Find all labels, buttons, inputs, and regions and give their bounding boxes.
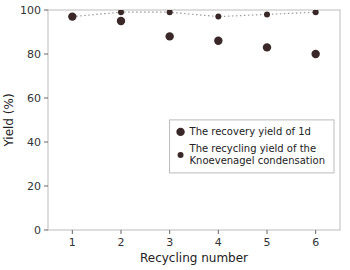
chart-container: 123456020406080100Recycling numberYield … bbox=[0, 0, 350, 270]
legend-label: The recycling yield of theKnoevenagel co… bbox=[189, 143, 325, 166]
data-point bbox=[313, 10, 319, 15]
x-tick-label: 6 bbox=[312, 236, 319, 249]
data-point bbox=[167, 10, 173, 15]
data-point bbox=[311, 50, 319, 58]
plot-marks bbox=[68, 10, 320, 58]
y-tick bbox=[44, 186, 48, 187]
x-tick bbox=[267, 230, 268, 234]
data-point bbox=[264, 11, 270, 17]
data-point bbox=[118, 10, 124, 15]
y-tick-label: 60 bbox=[27, 92, 41, 105]
x-tick-label: 3 bbox=[166, 236, 173, 249]
data-point bbox=[69, 14, 75, 20]
y-tick bbox=[44, 98, 48, 99]
y-tick-label: 20 bbox=[27, 180, 41, 193]
y-tick-label: 80 bbox=[27, 48, 41, 61]
plot-frame bbox=[48, 10, 340, 230]
x-tick-label: 4 bbox=[215, 236, 222, 249]
x-tick-label: 2 bbox=[118, 236, 125, 249]
legend-label-line: The recycling yield of the bbox=[189, 143, 317, 154]
y-tick-label: 100 bbox=[20, 4, 41, 17]
data-point bbox=[214, 37, 222, 45]
y-tick bbox=[44, 54, 48, 55]
legend-label-line: Knoevenagel condensation bbox=[190, 155, 325, 166]
legend-box bbox=[170, 120, 334, 173]
y-tick-label: 0 bbox=[34, 224, 41, 237]
x-axis-label: Recycling number bbox=[140, 251, 248, 265]
x-tick-label: 1 bbox=[69, 236, 76, 249]
y-tick bbox=[44, 230, 48, 231]
x-tick bbox=[72, 230, 73, 234]
data-point bbox=[117, 17, 125, 25]
data-point bbox=[215, 14, 221, 20]
y-tick bbox=[44, 10, 48, 11]
x-tick bbox=[169, 230, 170, 234]
y-tick-label: 40 bbox=[27, 136, 41, 149]
data-point bbox=[263, 43, 271, 51]
y-axis-label: Yield (%) bbox=[2, 93, 16, 147]
series-line bbox=[72, 12, 315, 16]
x-tick bbox=[121, 230, 122, 234]
data-point bbox=[165, 32, 173, 40]
data-point bbox=[68, 12, 76, 20]
x-tick-label: 5 bbox=[264, 236, 271, 249]
legend-label: The recovery yield of 1d bbox=[189, 126, 311, 137]
legend-marker bbox=[176, 128, 184, 136]
chart-svg: 123456020406080100Recycling numberYield … bbox=[0, 0, 350, 270]
legend-label-line: The recovery yield of 1d bbox=[189, 126, 311, 137]
y-tick bbox=[44, 142, 48, 143]
x-tick bbox=[218, 230, 219, 234]
legend: The recovery yield of 1d The recycling yi… bbox=[170, 120, 334, 173]
x-tick bbox=[315, 230, 316, 234]
legend-marker bbox=[178, 152, 184, 158]
